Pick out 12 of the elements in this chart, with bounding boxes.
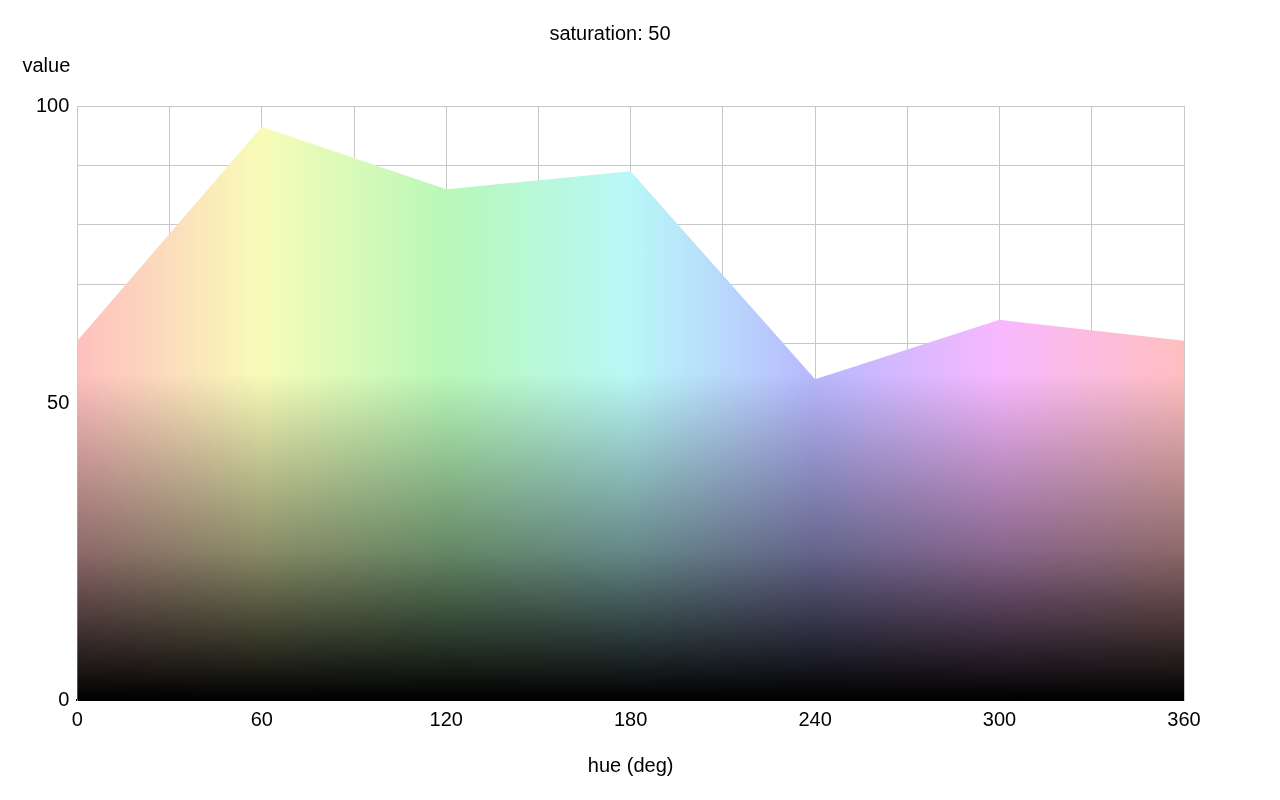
chart-title: saturation: 50: [549, 21, 671, 44]
y-tick-label: 0: [58, 687, 70, 710]
x-tick-label: 180: [614, 707, 648, 730]
x-tick-label: 300: [982, 707, 1017, 730]
y-axis-title: value: [22, 53, 71, 76]
x-tick-label: 240: [798, 707, 832, 730]
x-tick-label: 360: [1167, 707, 1201, 730]
x-tick-label: 60: [250, 707, 273, 730]
y-tick-label: 100: [35, 93, 70, 116]
y-tick-label: 50: [47, 390, 70, 413]
x-axis-title: hue (deg): [587, 753, 674, 776]
x-tick-label: 120: [429, 707, 463, 730]
